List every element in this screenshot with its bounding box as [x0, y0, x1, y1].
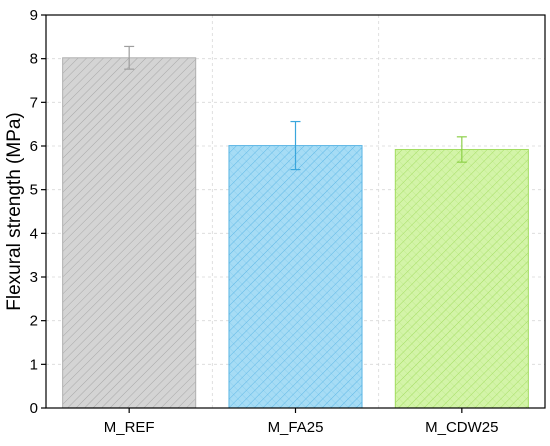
x-tick-label-m-cdw25: M_CDW25	[425, 419, 498, 436]
y-tick-label-1: 1	[30, 356, 38, 373]
y-tick-label-0: 0	[30, 400, 38, 417]
error-bars	[124, 45, 467, 171]
x-tick-label-m-fa25: M_FA25	[268, 419, 324, 436]
y-tick-label-9: 9	[30, 7, 38, 24]
y-axis: 0 1 2 3 4 5 6 7 8 9	[30, 7, 46, 417]
bar-crosshatch-m-fa25	[228, 145, 363, 408]
x-tick-label-m-ref: M_REF	[104, 419, 155, 436]
bar-m-ref	[62, 57, 197, 409]
y-axis-title: Flexural strength (MPa)	[4, 112, 25, 311]
error-bar-m-ref	[124, 45, 135, 70]
error-bar-m-fa25	[290, 120, 301, 171]
y-tick-label-6: 6	[30, 138, 38, 155]
y-tick-label-3: 3	[30, 269, 38, 286]
y-tick-label-7: 7	[30, 94, 38, 111]
bar-crosshatch-m-cdw25	[395, 149, 529, 408]
y-tick-label-4: 4	[30, 225, 38, 242]
x-axis: M_REF M_FA25 M_CDW25	[104, 408, 499, 436]
y-tick-label-8: 8	[30, 51, 38, 68]
y-tick-label-5: 5	[30, 182, 38, 199]
y-tick-label-2: 2	[30, 313, 38, 330]
error-bar-m-cdw25	[456, 136, 467, 163]
bars	[62, 57, 529, 409]
